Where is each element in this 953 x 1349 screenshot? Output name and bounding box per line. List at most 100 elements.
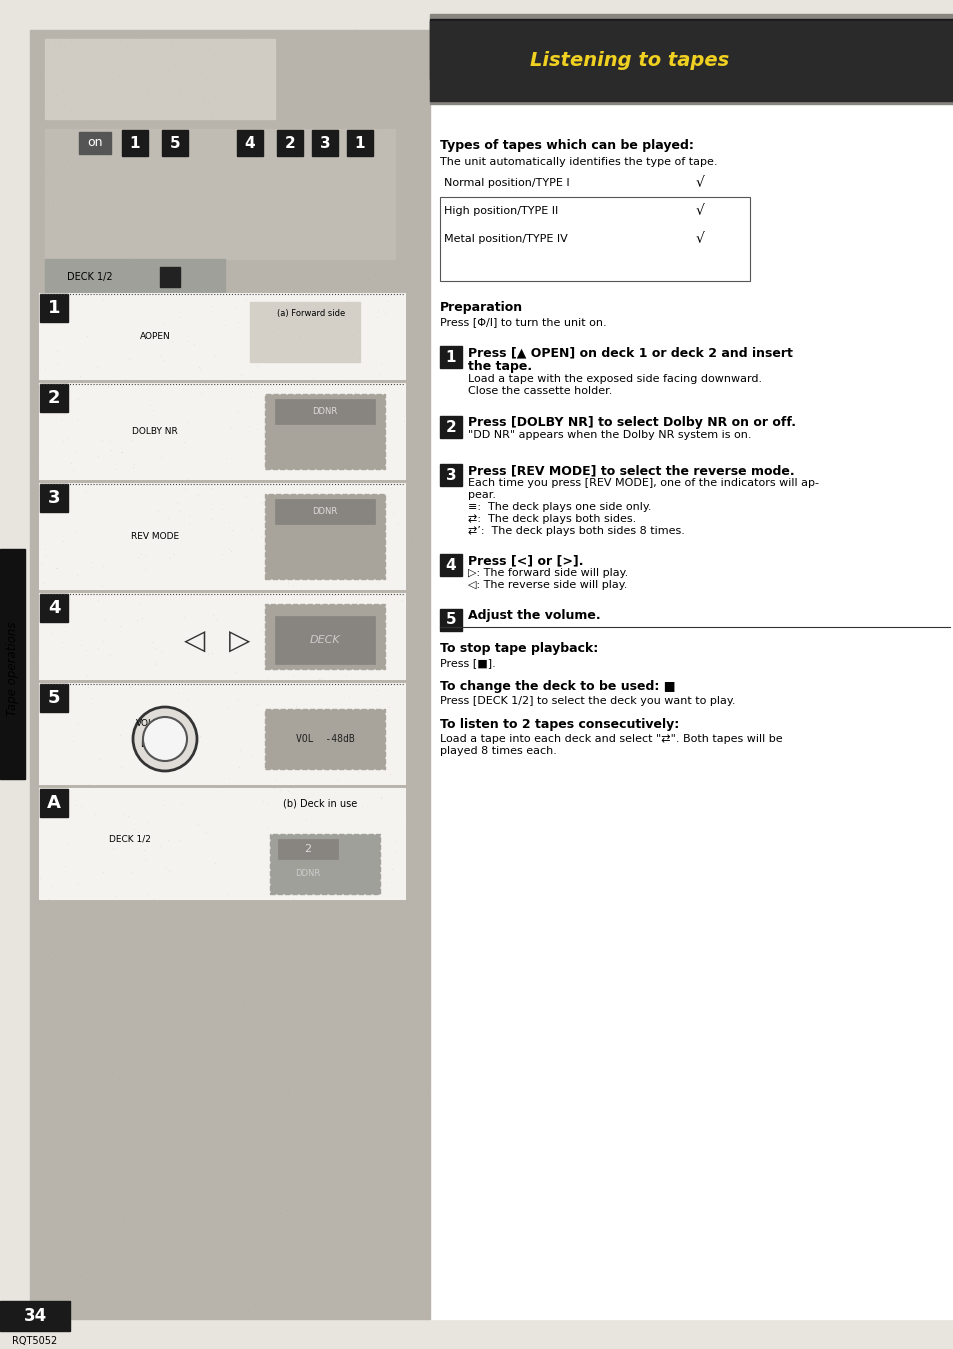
Text: "DD NR" appears when the Dolby NR system is on.: "DD NR" appears when the Dolby NR system…	[468, 430, 751, 440]
Bar	[40, 594, 68, 622]
Bar	[45, 39, 274, 119]
Bar	[277, 839, 337, 859]
Bar	[40, 684, 68, 712]
Text: 1: 1	[445, 349, 456, 364]
Bar	[274, 399, 375, 424]
Bar	[162, 130, 188, 156]
Text: DDNR: DDNR	[312, 506, 337, 515]
Bar	[30, 30, 430, 1319]
Text: DECK 1/2: DECK 1/2	[109, 835, 151, 843]
Text: High position/TYPE II: High position/TYPE II	[443, 206, 558, 216]
Bar	[40, 684, 405, 784]
Text: Close the cassette holder.: Close the cassette holder.	[468, 386, 612, 397]
Text: ⇄:  The deck plays both sides.: ⇄: The deck plays both sides.	[468, 514, 636, 523]
Text: Preparation: Preparation	[439, 301, 522, 314]
Text: VOL  -48dB: VOL -48dB	[295, 734, 354, 745]
Bar	[122, 130, 148, 156]
Bar	[40, 384, 68, 411]
Bar	[430, 13, 953, 104]
Text: (b) Deck in use: (b) Deck in use	[283, 799, 356, 809]
Text: Tape operations: Tape operations	[6, 622, 18, 716]
Text: 1: 1	[48, 299, 60, 317]
Bar	[265, 604, 385, 669]
Bar	[160, 267, 180, 287]
Bar	[347, 130, 373, 156]
Bar	[40, 294, 405, 379]
Text: To listen to 2 tapes consecutively:: To listen to 2 tapes consecutively:	[439, 718, 679, 731]
Bar	[274, 616, 375, 664]
Text: √: √	[695, 204, 703, 219]
Text: 3: 3	[48, 488, 60, 507]
Text: DDNR: DDNR	[295, 870, 320, 878]
Text: Types of tapes which can be played:: Types of tapes which can be played:	[439, 139, 693, 152]
Bar	[40, 384, 405, 479]
Text: √: √	[695, 232, 703, 246]
Bar	[45, 130, 395, 259]
Text: 1: 1	[355, 135, 365, 151]
Text: Metal position/TYPE IV: Metal position/TYPE IV	[443, 233, 567, 244]
Text: Press [■].: Press [■].	[439, 658, 496, 668]
Text: REV MODE: REV MODE	[131, 532, 179, 541]
Bar	[40, 294, 68, 322]
Circle shape	[132, 707, 196, 772]
Text: ◁: ◁	[184, 627, 206, 656]
Text: the tape.: the tape.	[468, 360, 532, 374]
Text: 2: 2	[48, 389, 60, 407]
Text: 5: 5	[170, 135, 180, 151]
Text: A: A	[47, 795, 61, 812]
Text: Press [DECK 1/2] to select the deck you want to play.: Press [DECK 1/2] to select the deck you …	[439, 696, 735, 706]
Bar	[439, 345, 461, 368]
Bar	[40, 484, 405, 590]
Bar	[45, 259, 225, 294]
Text: 34: 34	[24, 1307, 47, 1325]
Text: ▷: ▷	[229, 627, 251, 656]
Text: √: √	[695, 175, 703, 190]
Bar	[439, 554, 461, 576]
Text: DDNR: DDNR	[312, 406, 337, 415]
Text: Load a tape into each deck and select "⇄". Both tapes will be
played 8 times eac: Load a tape into each deck and select "⇄…	[439, 734, 781, 755]
Bar	[265, 710, 385, 769]
Bar	[265, 494, 385, 579]
Text: pear.: pear.	[468, 490, 496, 500]
Bar	[0, 549, 25, 778]
Text: ⇄’:  The deck plays both sides 8 times.: ⇄’: The deck plays both sides 8 times.	[468, 526, 684, 536]
Text: To change the deck to be used: ■: To change the deck to be used: ■	[439, 680, 675, 693]
Text: 2: 2	[445, 420, 456, 434]
Bar	[439, 464, 461, 486]
Bar	[439, 225, 749, 254]
Text: 3: 3	[445, 468, 456, 483]
Text: 5: 5	[48, 689, 60, 707]
Bar	[439, 197, 749, 281]
Bar	[430, 30, 953, 1319]
Text: 4: 4	[445, 557, 456, 572]
Bar	[79, 132, 111, 154]
Bar	[312, 130, 337, 156]
Text: DOLBY NR: DOLBY NR	[132, 428, 177, 436]
Text: 4: 4	[48, 599, 60, 616]
Text: ▷: The forward side will play.: ▷: The forward side will play.	[468, 568, 628, 577]
Text: Press [Φ/I] to turn the unit on.: Press [Φ/I] to turn the unit on.	[439, 317, 606, 326]
Text: AOPEN: AOPEN	[139, 332, 171, 341]
Text: To stop tape playback:: To stop tape playback:	[439, 642, 598, 656]
Text: Press [DOLBY NR] to select Dolby NR on or off.: Press [DOLBY NR] to select Dolby NR on o…	[468, 415, 795, 429]
Bar	[236, 130, 263, 156]
Bar	[430, 22, 953, 101]
Bar	[0, 1300, 70, 1331]
Text: Listening to tapes: Listening to tapes	[530, 51, 728, 70]
Bar	[439, 197, 749, 225]
Text: ◁: The reverse side will play.: ◁: The reverse side will play.	[468, 580, 627, 590]
Bar	[40, 594, 405, 679]
Bar	[270, 834, 379, 894]
Text: 2: 2	[304, 844, 312, 854]
Text: Press [REV MODE] to select the reverse mode.: Press [REV MODE] to select the reverse m…	[468, 464, 794, 478]
Bar	[40, 789, 68, 817]
Bar	[439, 169, 749, 197]
Text: RQT5052: RQT5052	[12, 1336, 57, 1346]
Text: (a) Forward side: (a) Forward side	[276, 309, 345, 318]
Text: 2: 2	[284, 135, 295, 151]
Text: Each time you press [REV MODE], one of the indicators will ap-: Each time you press [REV MODE], one of t…	[468, 478, 818, 488]
Text: VOLUME
UP
DOWN: VOLUME UP DOWN	[136, 719, 173, 749]
Text: Normal position/TYPE I: Normal position/TYPE I	[443, 178, 569, 188]
Bar	[265, 394, 385, 469]
Text: Press [▲ OPEN] on deck 1 or deck 2 and insert: Press [▲ OPEN] on deck 1 or deck 2 and i…	[468, 345, 792, 359]
